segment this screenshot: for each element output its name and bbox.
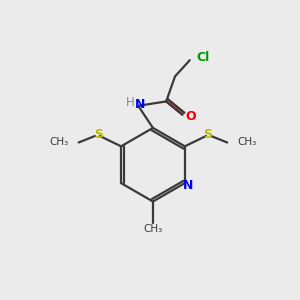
Text: S: S	[94, 128, 103, 141]
Text: N: N	[134, 98, 145, 111]
Text: O: O	[185, 110, 196, 123]
Text: N: N	[183, 179, 194, 192]
Text: CH₃: CH₃	[143, 224, 163, 234]
Text: CH₃: CH₃	[238, 137, 257, 148]
Text: S: S	[203, 128, 212, 141]
Text: Cl: Cl	[196, 51, 209, 64]
Text: H: H	[126, 96, 134, 109]
Text: CH₃: CH₃	[49, 137, 68, 148]
